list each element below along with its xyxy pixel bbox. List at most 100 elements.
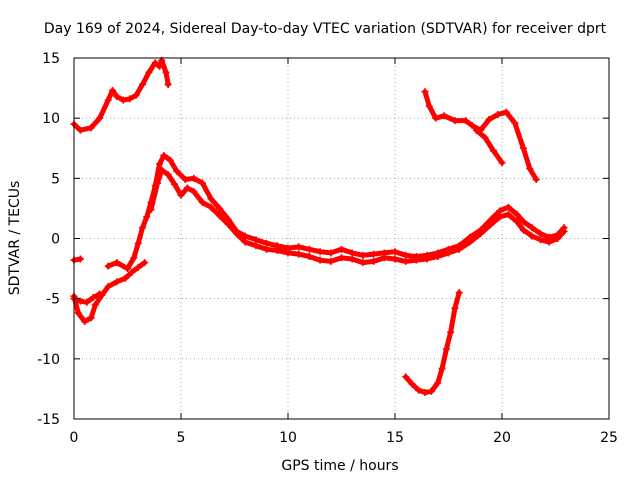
data-point [143, 213, 151, 221]
data-point [466, 238, 474, 246]
data-point [263, 239, 271, 247]
data-point [421, 88, 429, 96]
data-point [498, 159, 506, 167]
data-point [121, 274, 129, 282]
data-point [560, 227, 568, 235]
data-point [132, 91, 140, 99]
data-point [412, 256, 420, 264]
data-point [554, 235, 562, 242]
data-point [447, 328, 455, 336]
data-point [370, 250, 378, 258]
data-point [109, 86, 117, 94]
grid-lines [74, 58, 609, 419]
series-trace-upper-late-branch [472, 126, 506, 167]
data-point [537, 230, 545, 238]
data-point [134, 263, 142, 271]
data-point [427, 387, 435, 395]
data-point [113, 93, 121, 101]
series-trace-upper-late [421, 88, 540, 184]
data-point [511, 119, 519, 127]
x-tick-label: 25 [600, 430, 618, 446]
data-point [327, 249, 335, 257]
data-point [190, 174, 198, 182]
series-trace-main-band-a [104, 151, 568, 273]
data-point [104, 283, 112, 291]
data-point [252, 242, 260, 250]
series-trace-lower-start [70, 259, 149, 326]
x-tick-label: 5 [177, 430, 186, 446]
data-point [156, 160, 164, 168]
data-point [305, 253, 313, 261]
data-point [513, 218, 521, 226]
data-point [359, 251, 367, 259]
data-point [408, 380, 416, 388]
data-point [190, 188, 198, 196]
data-point [181, 176, 189, 184]
data-point [434, 253, 442, 261]
data-point [164, 80, 172, 88]
data-point [425, 102, 433, 110]
data-point [156, 62, 164, 70]
data-point [160, 151, 168, 159]
data-point [445, 249, 452, 257]
data-point [216, 204, 224, 212]
data-point [489, 147, 497, 155]
data-point [481, 133, 489, 141]
data-point [472, 126, 480, 134]
data-point [519, 144, 527, 152]
data-point [145, 68, 153, 76]
data-point [338, 245, 345, 253]
data-point [370, 257, 378, 265]
data-point [415, 386, 423, 394]
data-point [83, 298, 91, 306]
data-point [305, 245, 313, 253]
data-point [432, 114, 440, 122]
data-point [207, 203, 215, 211]
data-point [198, 198, 206, 206]
series-line [473, 127, 505, 166]
y-tick-label: 15 [42, 51, 60, 67]
data-point [241, 238, 249, 246]
data-point [173, 167, 181, 175]
data-point [104, 262, 112, 270]
series-line [71, 57, 171, 133]
data-point [451, 304, 459, 312]
x-axis-label: GPS time / hours [281, 458, 398, 474]
y-tick-label: 0 [51, 232, 60, 248]
data-point [216, 212, 224, 220]
data-point [502, 108, 510, 116]
data-point [151, 59, 159, 67]
data-point [158, 166, 166, 174]
data-point [177, 191, 185, 199]
data-point [74, 309, 82, 317]
data-point [113, 259, 121, 267]
data-point [76, 255, 84, 263]
y-tick-label: -15 [37, 412, 60, 428]
data-point [438, 364, 446, 372]
data-point [153, 179, 161, 187]
data-point [96, 114, 104, 122]
data-point [273, 247, 281, 255]
data-point [295, 250, 303, 258]
data-point [147, 206, 155, 214]
data-point [532, 176, 540, 184]
data-point [513, 210, 521, 218]
series-line [148, 167, 567, 266]
y-axis-label: SDTVAR / TECUs [7, 181, 23, 296]
x-tick-label: 20 [493, 430, 511, 446]
data-point [124, 265, 131, 273]
data-point [233, 230, 241, 238]
data-point [442, 345, 450, 353]
x-tick-label: 15 [386, 430, 404, 446]
data-point [224, 220, 232, 228]
data-point [537, 236, 545, 244]
data-point [391, 255, 399, 263]
data-point [81, 318, 89, 326]
data-point [87, 314, 95, 322]
data-point [130, 254, 138, 262]
data-point [423, 255, 431, 263]
series-trace-upper-early [70, 56, 172, 134]
data-point [96, 290, 104, 298]
data-point [468, 121, 476, 129]
